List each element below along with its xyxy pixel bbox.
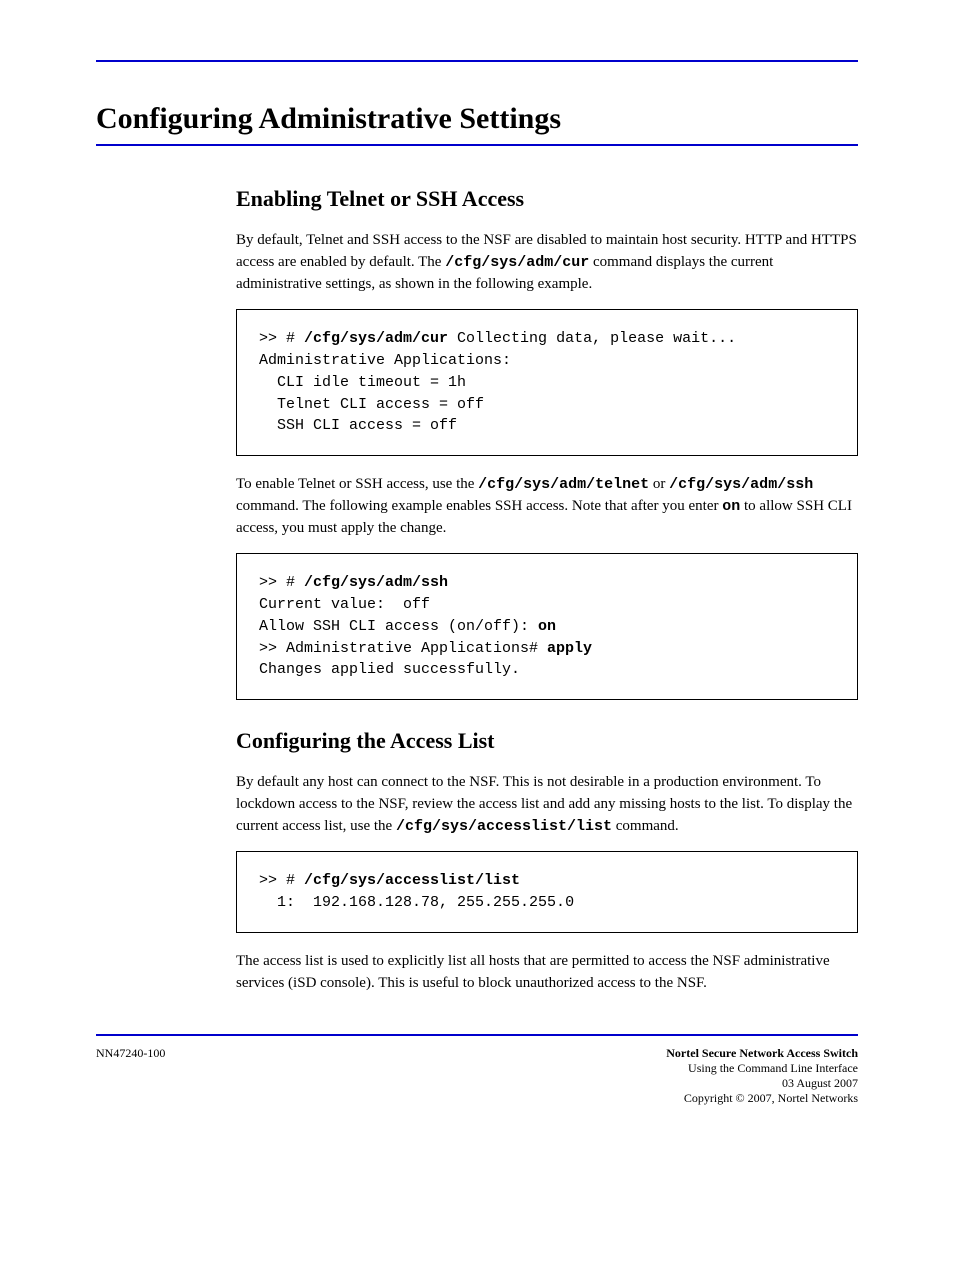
text: or	[649, 476, 669, 492]
footer-book-title: Nortel Secure Network Access Switch	[666, 1046, 858, 1061]
page-title: Configuring Administrative Settings	[96, 102, 858, 146]
para-telnet-ssh-intro: By default, Telnet and SSH access to the…	[236, 230, 858, 295]
footer-date: 03 August 2007	[666, 1076, 858, 1091]
prompt: >> #	[259, 574, 304, 591]
para-enable-access: To enable Telnet or SSH access, use the …	[236, 474, 858, 539]
text: command.	[612, 818, 679, 834]
cmd: /cfg/sys/adm/ssh	[304, 574, 448, 591]
section-heading-access-list: Configuring the Access List	[236, 728, 858, 754]
cmd-on: on	[722, 498, 740, 515]
text: To enable Telnet or SSH access, use the	[236, 476, 478, 492]
input: on	[538, 618, 556, 635]
output: Administrative Applications:	[259, 352, 511, 369]
cmd-adm-telnet: /cfg/sys/adm/telnet	[478, 476, 649, 493]
code-box-accesslist: >> # /cfg/sys/accesslist/list 1: 192.168…	[236, 851, 858, 933]
text: command. The following example enables S…	[236, 498, 722, 514]
output: SSH CLI access = off	[259, 417, 457, 434]
code-box-adm-ssh: >> # /cfg/sys/adm/ssh Current value: off…	[236, 553, 858, 700]
cmd: /cfg/sys/adm/cur	[304, 330, 448, 347]
footer-subtitle: Using the Command Line Interface	[666, 1061, 858, 1076]
output: Current value: off	[259, 596, 430, 613]
output: CLI idle timeout = 1h	[259, 374, 466, 391]
footer-copyright: Copyright © 2007, Nortel Networks	[666, 1091, 858, 1106]
para-access-list-intro: By default any host can connect to the N…	[236, 772, 858, 837]
header-rule	[96, 60, 858, 62]
footer-doc-number: NN47240-100	[96, 1046, 165, 1106]
output: Allow SSH CLI access (on/off):	[259, 618, 538, 635]
output: Changes applied successfully.	[259, 661, 520, 678]
output: Collecting data, please wait...	[448, 330, 736, 347]
cmd: apply	[547, 640, 592, 657]
output: Telnet CLI access = off	[259, 396, 484, 413]
prompt: >> Administrative Applications#	[259, 640, 547, 657]
cmd: /cfg/sys/accesslist/list	[304, 872, 520, 889]
cmd-adm-ssh: /cfg/sys/adm/ssh	[669, 476, 813, 493]
page-footer: NN47240-100 Nortel Secure Network Access…	[96, 1034, 858, 1106]
section-heading-telnet-ssh: Enabling Telnet or SSH Access	[236, 186, 858, 212]
cmd-accesslist-list: /cfg/sys/accesslist/list	[396, 818, 612, 835]
footer-right: Nortel Secure Network Access Switch Usin…	[666, 1046, 858, 1106]
prompt: >> #	[259, 872, 304, 889]
para-access-list-desc: The access list is used to explicitly li…	[236, 951, 858, 995]
output: 1: 192.168.128.78, 255.255.255.0	[259, 894, 574, 911]
code-box-adm-cur: >> # /cfg/sys/adm/cur Collecting data, p…	[236, 309, 858, 456]
prompt: >> #	[259, 330, 304, 347]
cmd-adm-cur: /cfg/sys/adm/cur	[445, 254, 589, 271]
